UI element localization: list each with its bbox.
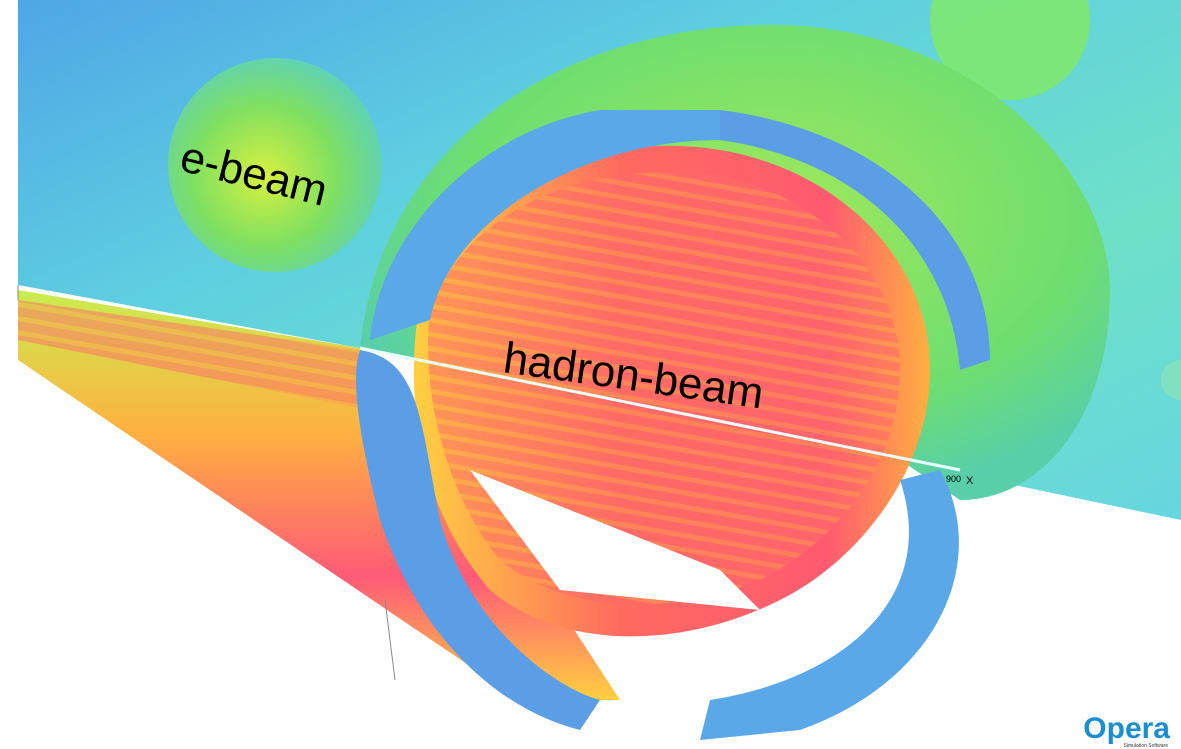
axis-tick-label: 900 [946,474,961,484]
render-view: e-beam hadron-beam 900 X Opera Simulatio… [0,0,1181,749]
logo-tagline: Simulation Software [1124,743,1169,749]
axis-name: X [966,475,974,487]
logo: Opera [1083,712,1170,745]
